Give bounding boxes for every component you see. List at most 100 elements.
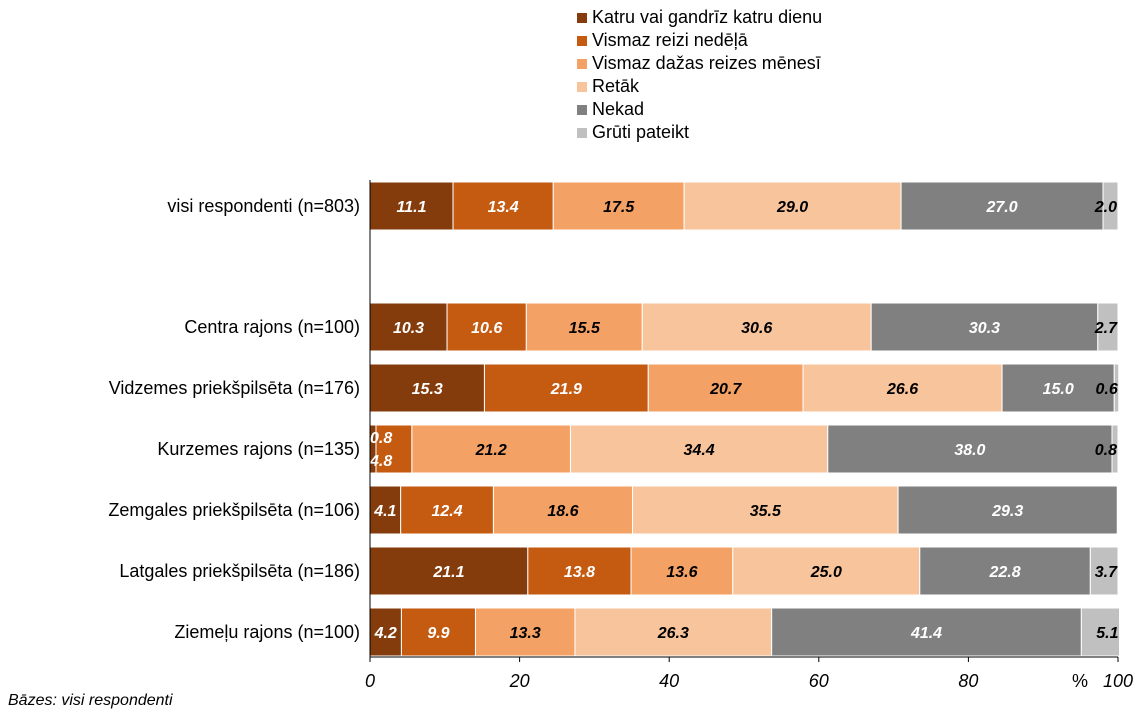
legend-item: Nekad [577, 98, 822, 121]
data-label: 11.1 [397, 199, 427, 216]
x-unit-label: % [1072, 671, 1088, 691]
data-label: 27.0 [985, 199, 1017, 216]
data-label: 18.6 [547, 503, 578, 520]
bar-segment [369, 181, 454, 231]
data-label: 0.6 [1095, 381, 1117, 398]
data-label: 0.8 [370, 430, 392, 447]
data-label: 15.0 [1043, 381, 1074, 398]
bar-segment [492, 485, 634, 535]
x-tick-label: 20 [509, 671, 530, 691]
data-label: 38.0 [954, 442, 985, 459]
legend-swatch [577, 81, 587, 92]
bar-segment [369, 302, 448, 352]
data-label: 21.2 [475, 442, 507, 459]
legend: Katru vai gandrīz katru dienu Vismaz rei… [577, 6, 822, 144]
bar-segment [569, 424, 829, 474]
data-label: 29.0 [776, 199, 808, 216]
legend-swatch [577, 12, 587, 23]
data-label: 30.3 [969, 320, 1000, 337]
data-label: 15.5 [569, 320, 601, 337]
bar-segment [1111, 424, 1119, 474]
bar-segment [632, 485, 899, 535]
category-label: Latgales priekšpilsēta (n=186) [119, 561, 360, 581]
bar-segment [527, 546, 632, 596]
bar-segment [1080, 607, 1120, 657]
data-label: 13.4 [488, 199, 519, 216]
data-label: 25.0 [810, 564, 842, 581]
category-label: Vidzemes priekšpilsēta (n=176) [109, 378, 360, 398]
bar-segment [375, 424, 413, 474]
data-label: 5.1 [1096, 625, 1118, 642]
data-label: 4.8 [369, 453, 392, 470]
category-label: Centra rajons (n=100) [184, 317, 360, 337]
x-tick-label: 80 [958, 671, 978, 691]
category-label: Kurzemes rajons (n=135) [157, 439, 360, 459]
legend-label: Grūti pateikt [592, 122, 690, 142]
data-label: 13.3 [510, 625, 541, 642]
category-label: Ziemeļu rajons (n=100) [174, 622, 360, 642]
bar-segment [641, 302, 872, 352]
legend-item: Vismaz reizi nedēļā [577, 29, 822, 52]
legend-label: Vismaz dažas reizes mēnesī [592, 53, 821, 73]
data-label: 12.4 [431, 503, 462, 520]
bar-segment [897, 485, 1118, 535]
legend-item: Katru vai gandrīz katru dienu [577, 6, 822, 29]
data-label: 10.6 [471, 320, 502, 337]
bar-segment [683, 181, 902, 231]
bar-segment [369, 607, 402, 657]
data-label: 35.5 [750, 503, 782, 520]
data-label: 26.6 [886, 381, 918, 398]
bar-segment [1097, 302, 1119, 352]
bar-segment [400, 607, 476, 657]
bar-segment [452, 181, 554, 231]
bar-segment [919, 546, 1091, 596]
bar-segment [574, 607, 773, 657]
bar-segment [369, 546, 529, 596]
bar-segment [1102, 181, 1119, 231]
bar-segment [630, 546, 734, 596]
data-label: 34.4 [684, 442, 715, 459]
bar-segment [771, 607, 1082, 657]
legend-label: Retāk [592, 76, 640, 96]
x-tick-label: 0 [365, 671, 375, 691]
data-label: 3.7 [1095, 564, 1118, 581]
data-label: 4.1 [373, 503, 396, 520]
bar-segment [400, 485, 494, 535]
legend-item: Vismaz dažas reizes mēnesī [577, 52, 822, 75]
bar-segment [369, 363, 485, 413]
data-label: 4.2 [374, 625, 397, 642]
data-label: 30.6 [741, 320, 772, 337]
x-tick-label: 60 [809, 671, 829, 691]
bar-segment [827, 424, 1113, 474]
legend-item: Retāk [577, 75, 822, 98]
data-label: 2.7 [1094, 320, 1118, 337]
data-label: 0.8 [1095, 442, 1117, 459]
data-label: 26.3 [657, 625, 689, 642]
legend-swatch [577, 35, 587, 46]
legend-label: Vismaz reizi nedēļā [592, 30, 748, 50]
bar-segment [1113, 363, 1120, 413]
legend-label: Katru vai gandrīz katru dienu [592, 7, 823, 27]
data-label: 9.9 [427, 625, 449, 642]
data-label: 20.7 [709, 381, 742, 398]
legend-swatch [577, 127, 587, 138]
data-label: 10.3 [393, 320, 424, 337]
footnote: Bāzes: visi respondenti [8, 692, 173, 709]
data-label: 41.4 [910, 625, 942, 642]
data-label: 15.3 [412, 381, 443, 398]
bar-segment [525, 302, 643, 352]
data-label: 13.6 [666, 564, 697, 581]
bar-segment [1089, 546, 1119, 596]
bar-segment [552, 181, 685, 231]
x-tick-label: 40 [659, 671, 679, 691]
category-label: visi respondenti (n=803) [167, 196, 360, 216]
data-label: 29.3 [991, 503, 1023, 520]
bar-segment [483, 363, 649, 413]
legend-swatch [577, 104, 587, 115]
bar-segment [900, 181, 1104, 231]
data-label: 2.0 [1094, 199, 1117, 216]
bar-segment [369, 485, 402, 535]
data-label: 13.8 [564, 564, 595, 581]
x-tick-label: 100 [1103, 671, 1133, 691]
